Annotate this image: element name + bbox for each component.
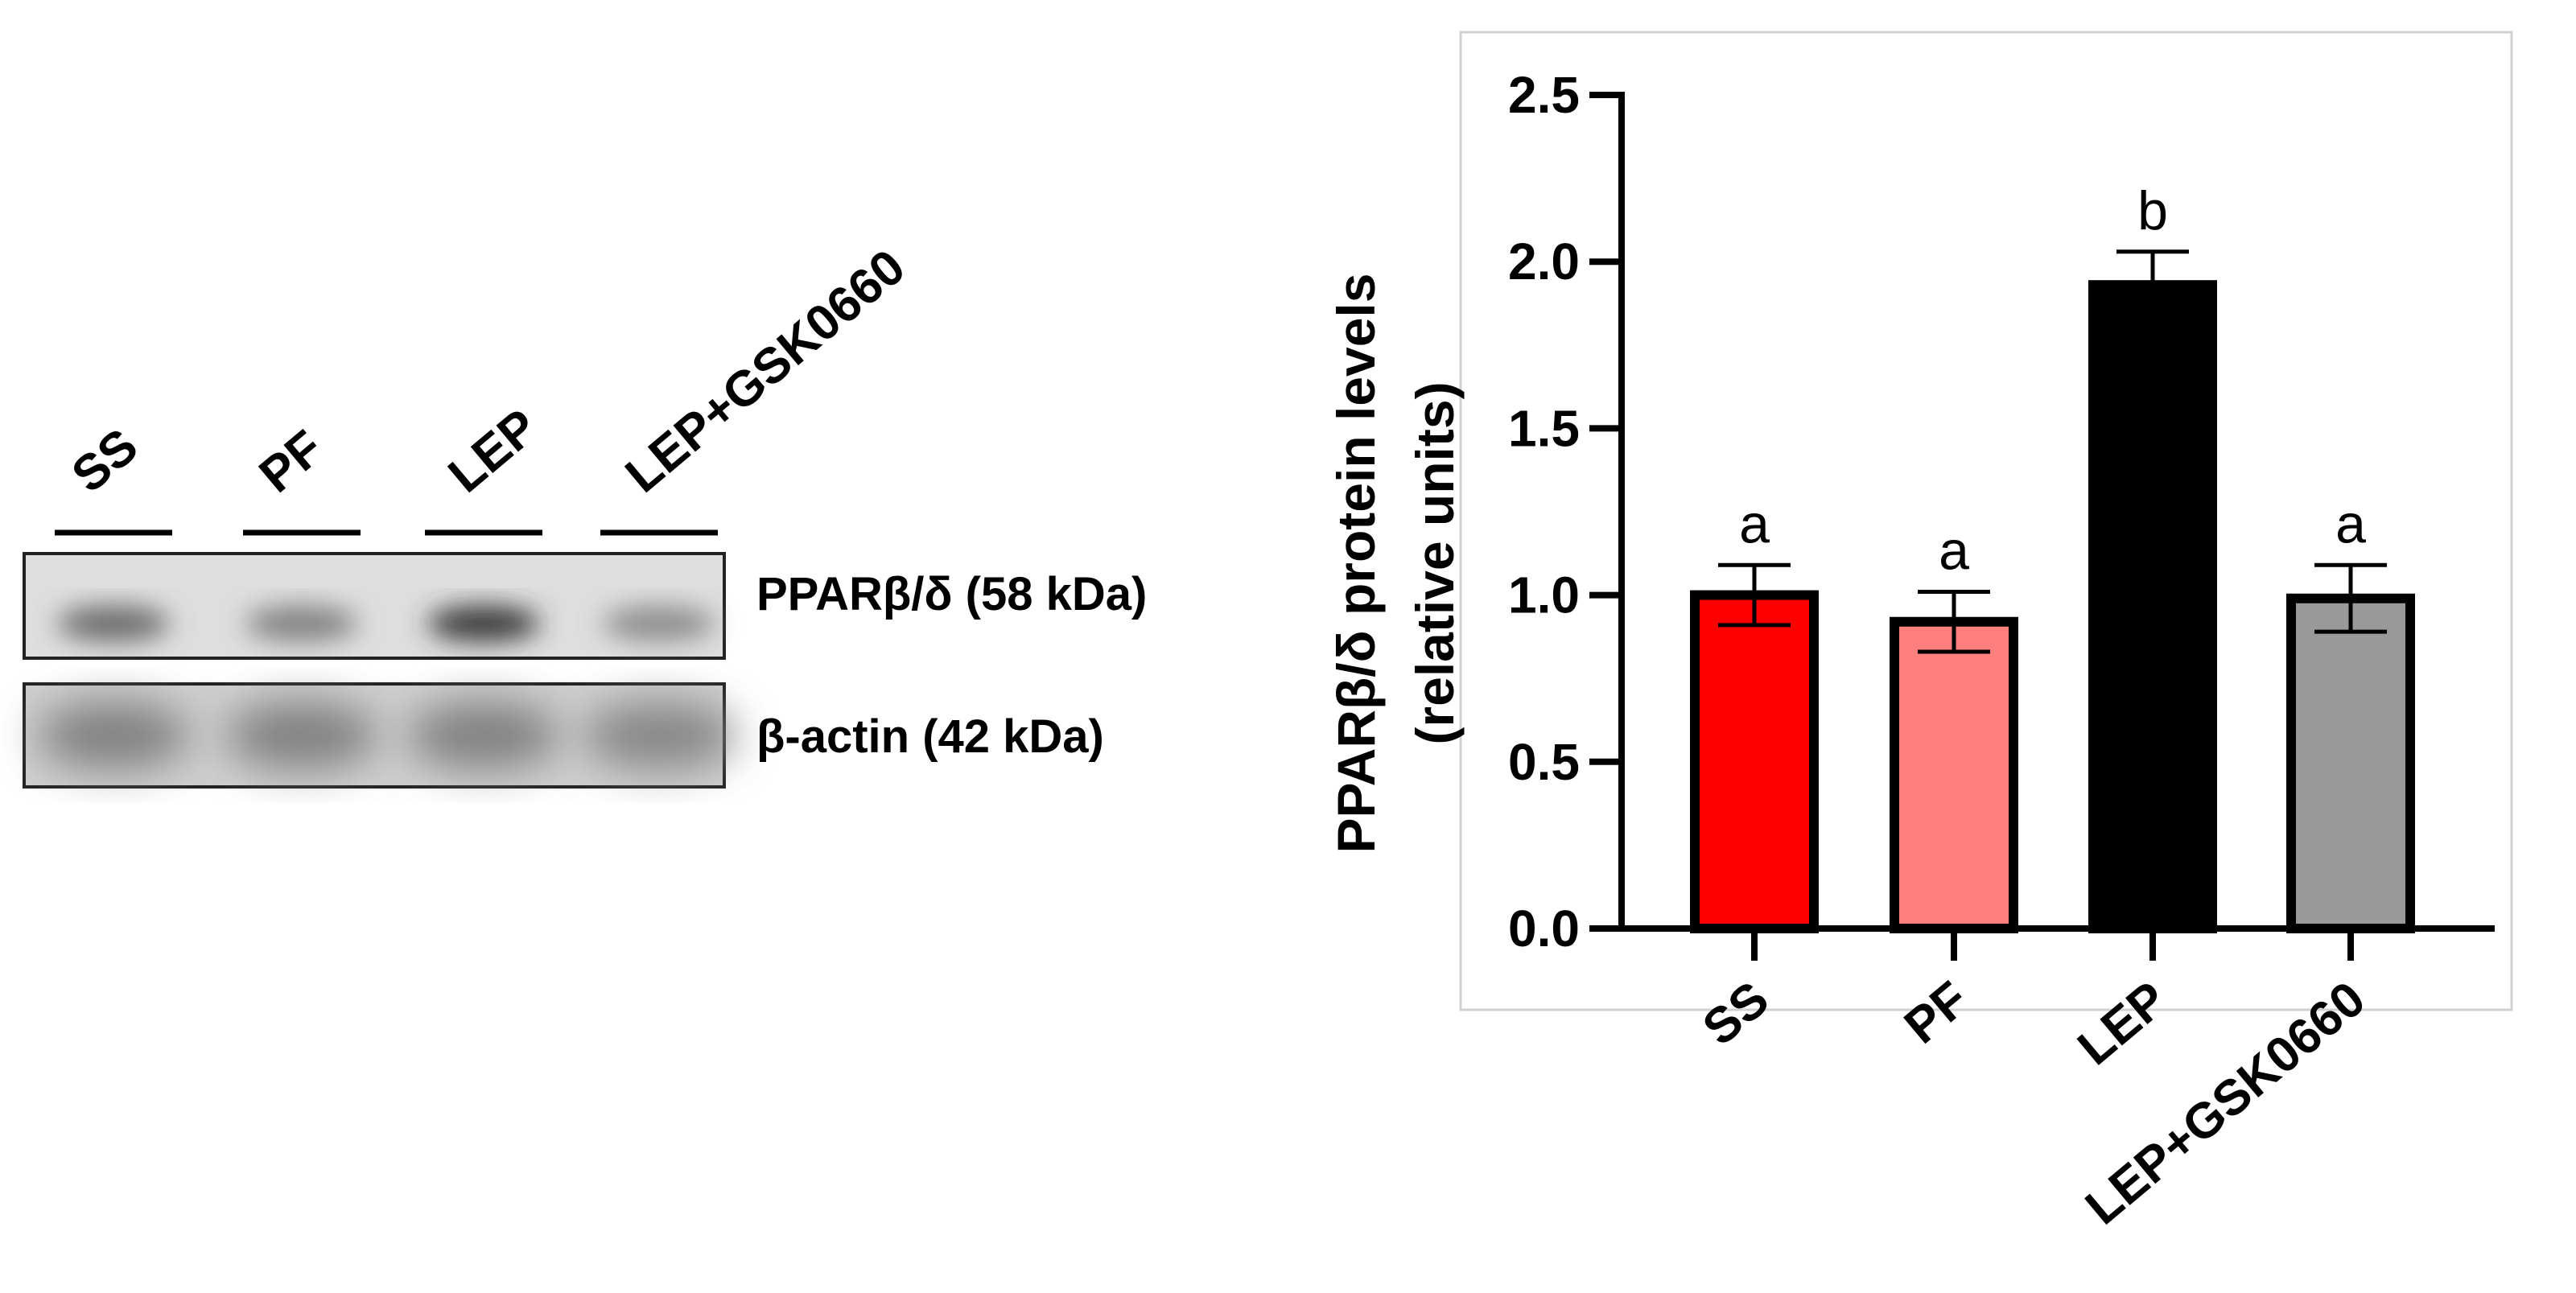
bars: a a b a [1690, 180, 2415, 934]
lane-labels: SS PF LEP LEP+GSK0660 [62, 239, 916, 504]
blot-label-actin: β-actin (42 kDa) [756, 710, 1104, 763]
actin-band-lep [407, 702, 560, 769]
blot-row-actin: β-actin (42 kDa) [23, 682, 1104, 789]
bar-lep-gsk0660 [2286, 593, 2415, 934]
actin-bands [37, 702, 736, 769]
bar-pf [1890, 616, 2018, 933]
ppar-bands [57, 606, 715, 641]
bar-chart-panel: PPARβ/δ protein levels (relative units) … [1326, 31, 2513, 1236]
y-tick-label: 0.0 [1508, 900, 1580, 957]
lane-label-lep-gsk0660: LEP+GSK0660 [616, 239, 916, 504]
x-tick-label-ss: SS [1692, 971, 1779, 1056]
y-tick-label: 2.0 [1508, 233, 1580, 290]
blot-row-ppar: PPARβ/δ (58 kDa) [23, 552, 1147, 660]
significance-label-pf: a [1939, 520, 1969, 581]
bar-lep [2088, 280, 2217, 933]
ppar-band-pf [245, 606, 358, 641]
y-axis-label: PPARβ/δ protein levels (relative units) [1326, 274, 1465, 854]
significance-label-lep: b [2137, 180, 2168, 241]
x-tick-label-lep: LEP [2067, 971, 2178, 1076]
y-tick-label: 1.5 [1508, 399, 1580, 457]
y-axis: 0.0 0.5 1.0 1.5 2.0 2.5 [1508, 66, 1625, 957]
significance-label-lep-gsk0660: a [2335, 493, 2366, 554]
bar-ss [1690, 590, 1819, 933]
y-tick-label: 1.0 [1508, 566, 1580, 624]
ppar-band-lep-gsk0660 [603, 606, 715, 641]
lane-label-ss: SS [62, 418, 149, 504]
significance-label-ss: a [1739, 493, 1770, 554]
ppar-band-ss [57, 606, 170, 641]
x-tick-label-pf: PF [1894, 971, 1979, 1055]
lane-label-lep: LEP [439, 398, 549, 503]
actin-band-lep-gsk0660 [583, 702, 736, 769]
y-axis-label-line2: (relative units) [1405, 381, 1465, 744]
y-axis-label-line1: PPARβ/δ protein levels [1326, 274, 1386, 854]
blot-strip-ppar [23, 552, 726, 660]
western-blot-panel: SS PF LEP LEP+GSK0660 PPARβ/δ (58 kDa) β… [23, 239, 1147, 789]
chart-frame [1459, 31, 2513, 1011]
actin-band-pf [225, 702, 378, 769]
y-tick-label: 0.5 [1508, 733, 1580, 791]
lane-label-pf: PF [249, 420, 334, 504]
ppar-band-lep [427, 606, 540, 641]
blot-label-ppar: PPARβ/δ (58 kDa) [756, 568, 1147, 620]
y-tick-label: 2.5 [1508, 66, 1580, 124]
actin-band-ss [37, 702, 190, 769]
